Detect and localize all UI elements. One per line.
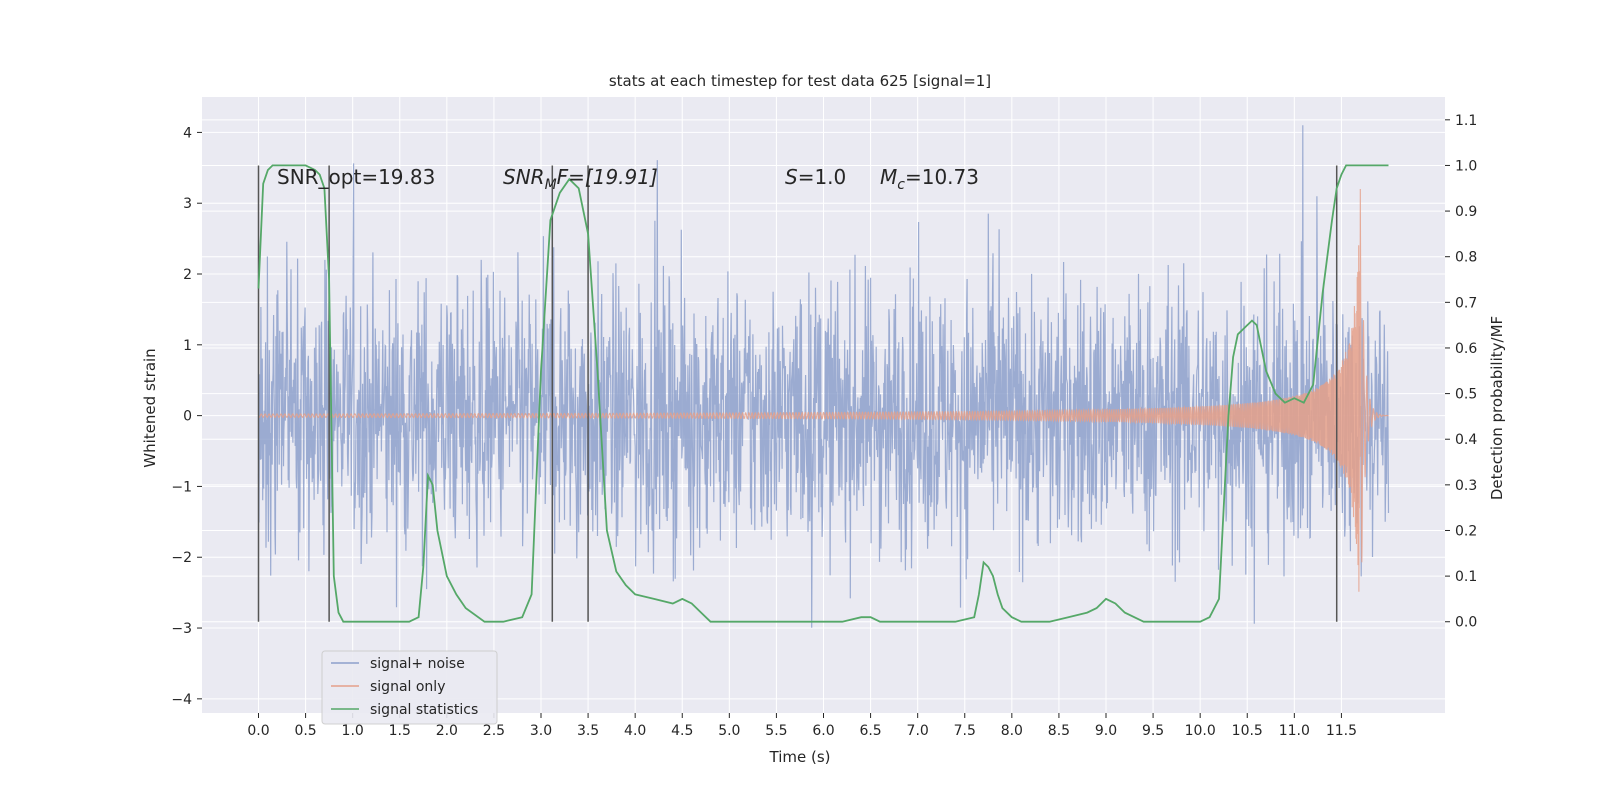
legend: signal+ noise signal only signal statist… [321,650,498,725]
annotation-mc-var: M [880,165,897,189]
y-tick-label-left: −4 [171,692,192,708]
y-tick-label-left: −3 [171,621,192,637]
y-tick-label-right: 0.4 [1455,432,1477,448]
y-tick-label-right: 0.0 [1455,615,1477,631]
annotation-snr-opt: SNR_opt=19.83 [277,165,435,189]
x-tick-label: 5.0 [718,723,740,739]
annotation-mc-sub: c [897,177,905,193]
y-tick-label-left: 2 [183,267,192,283]
y-tick-label-right: 0.1 [1455,569,1477,585]
x-tick-label: 1.5 [389,723,411,739]
legend-box [321,650,498,725]
annotation-s-rest: =1.0 [798,165,847,189]
series-signal-noise [257,125,1390,628]
x-tick-label: 7.0 [907,723,929,739]
annotation-mc: Mc=10.73 [880,165,979,193]
legend-label-signal-only: signal only [370,679,445,695]
series-signal-only [258,188,1389,592]
x-tick-label: 10.5 [1232,723,1263,739]
x-tick-label: 0.0 [247,723,269,739]
y-tick-label-right: 0.8 [1455,250,1477,266]
annotation-snr-mf: SNRMF=[19.91] [503,165,658,193]
x-tick-label: 4.0 [624,723,646,739]
y-axis-label-left: Whitened strain [141,348,159,467]
y-axis-label-right: Detection probability/MF [1488,316,1506,500]
annotation-s-var: S [785,165,798,189]
x-axis-label: Time (s) [769,748,831,766]
x-tick-label: 1.0 [342,723,364,739]
y-tick-label-right: 0.3 [1455,478,1477,494]
y-tick-label-right: 0.2 [1455,523,1477,539]
x-tick-label: 10.0 [1185,723,1216,739]
y-tick-label-right: 0.6 [1455,341,1477,357]
annotation-snr-mf-rest: F=[19.91] [557,165,658,189]
x-tick-label: 2.0 [436,723,458,739]
legend-label-signal-noise: signal+ noise [370,656,465,672]
y-tick-label-right: 1.0 [1455,158,1477,174]
x-tick-label: 6.5 [859,723,881,739]
x-tick-label: 11.0 [1279,723,1310,739]
y-tick-label-right: 0.5 [1455,387,1477,403]
legend-label-signal-statistics: signal statistics [370,702,478,718]
x-tick-label: 8.0 [1001,723,1023,739]
x-tick-label: 9.5 [1142,723,1164,739]
x-tick-label: 8.5 [1048,723,1070,739]
y-tick-label-left: 0 [183,409,192,425]
x-tick-label: 7.5 [954,723,976,739]
x-tick-label: 6.0 [812,723,834,739]
ticks-layer: 0.0 0.5 1.0 1.5 2.0 2.5 3.0 3.5 4.0 4.5 5.0 5.5 6.0 6… [171,113,1477,739]
annotation-s: S=1.0 [785,165,846,189]
x-tick-label: 4.5 [671,723,693,739]
y-tick-label-left: 1 [183,338,192,354]
y-tick-label-left: 4 [183,125,192,141]
series-signal-statistics [257,164,1389,623]
annotation-snr-mf-main: SNR [503,165,545,189]
y-tick-label-left: −1 [171,479,192,495]
x-tick-label: 0.5 [294,723,316,739]
y-tick-label-right: 0.7 [1455,295,1477,311]
y-tick-label-right: 0.9 [1455,204,1477,220]
x-tick-label: 2.5 [483,723,505,739]
x-tick-label: 3.5 [577,723,599,739]
series-layer [257,125,1390,628]
y-tick-label-left: −2 [171,550,192,566]
y-tick-label-left: 3 [183,196,192,212]
annotation-mc-rest: =10.73 [905,165,979,189]
x-tick-label: 3.0 [530,723,552,739]
x-tick-label: 11.5 [1326,723,1357,739]
x-tick-label: 5.5 [765,723,787,739]
y-tick-label-right: 1.1 [1455,113,1477,129]
x-tick-label: 9.0 [1095,723,1117,739]
annotation-snr-mf-sub: M [545,177,557,193]
chart-title: stats at each timestep for test data 625… [609,72,991,90]
